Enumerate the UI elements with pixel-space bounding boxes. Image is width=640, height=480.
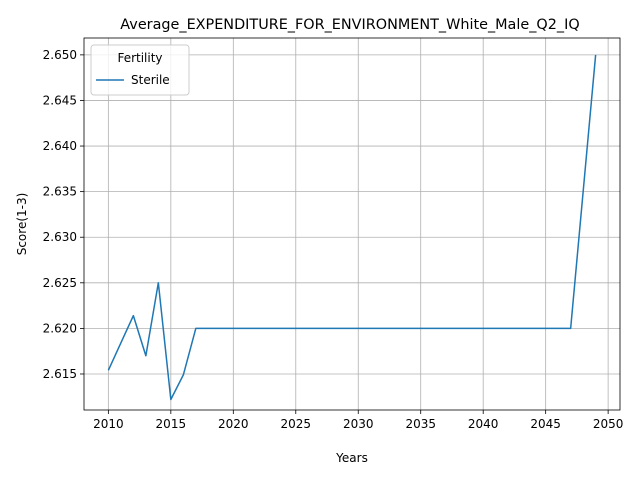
x-tick-label: 2020 <box>218 417 249 431</box>
legend: Fertility Sterile <box>90 44 190 96</box>
chart-title: Average_EXPENDITURE_FOR_ENVIRONMENT_Whit… <box>120 17 579 33</box>
legend-box <box>90 44 190 96</box>
y-tick-label: 2.620 <box>43 321 77 335</box>
y-tick-label: 2.635 <box>43 185 77 199</box>
y-axis-label: Score(1-3) <box>15 193 29 256</box>
y-tick-label: 2.645 <box>43 93 77 107</box>
x-axis: 2010 2015 2020 2025 2030 2035 2040 2045 2050 <box>93 410 623 431</box>
x-axis-label: Years <box>335 451 368 465</box>
x-tick-label: 2025 <box>281 417 312 431</box>
series-line-sterile <box>107 54 597 401</box>
legend-title: Fertility <box>117 51 162 65</box>
y-tick-label: 2.640 <box>43 139 77 153</box>
x-tick-label: 2015 <box>156 417 187 431</box>
x-tick-label: 2050 <box>593 417 624 431</box>
y-tick-label: 2.625 <box>43 276 77 290</box>
x-tick-label: 2035 <box>405 417 436 431</box>
y-tick-label: 2.650 <box>43 48 77 62</box>
y-tick-label: 2.615 <box>43 367 77 381</box>
y-axis: 2.615 2.620 2.625 2.630 2.635 2.640 2.645 2.650 <box>43 48 84 381</box>
plot-frame <box>83 37 621 411</box>
x-tick-label: 2045 <box>530 417 561 431</box>
x-tick-label: 2010 <box>93 417 124 431</box>
legend-label-sterile: Sterile <box>131 73 170 87</box>
x-tick-label: 2030 <box>343 417 374 431</box>
y-tick-label: 2.630 <box>43 230 77 244</box>
series-layer <box>107 54 597 401</box>
x-tick-label: 2040 <box>468 417 499 431</box>
